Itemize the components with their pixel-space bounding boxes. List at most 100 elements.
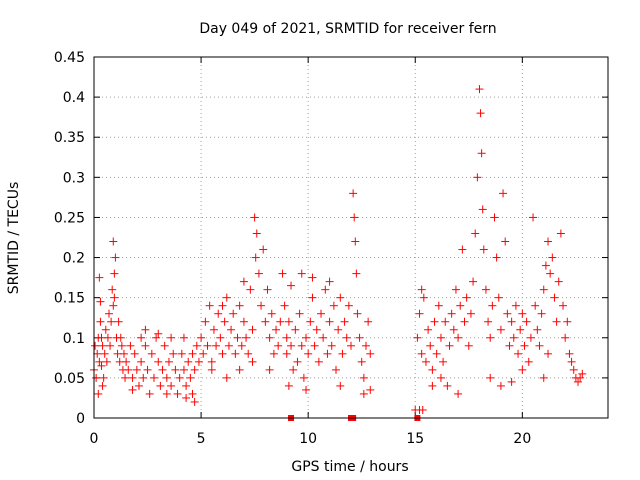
data-point [554, 277, 563, 286]
data-point [344, 301, 353, 310]
data-point [114, 317, 123, 326]
data-point [154, 329, 163, 338]
data-point [511, 301, 520, 310]
data-point [329, 301, 338, 310]
data-point [336, 293, 345, 302]
data-point [239, 277, 248, 286]
data-point [233, 333, 242, 342]
data-point [424, 325, 433, 334]
data-point [415, 309, 424, 318]
data-point [544, 237, 553, 246]
data-point [496, 325, 505, 334]
data-point [98, 341, 107, 350]
data-point [186, 373, 195, 382]
data-point [137, 357, 146, 366]
data-point [531, 301, 540, 310]
data-point [299, 373, 308, 382]
data-point [302, 385, 311, 394]
data-point [147, 349, 156, 358]
data-point [548, 253, 557, 262]
data-point [220, 317, 229, 326]
data-point [250, 213, 259, 222]
data-point [327, 341, 336, 350]
data-point [447, 309, 456, 318]
data-point [481, 285, 490, 294]
data-point [499, 189, 508, 198]
data-point [308, 293, 317, 302]
data-point [212, 341, 221, 350]
data-point [276, 317, 285, 326]
data-point [124, 365, 133, 374]
data-point [567, 357, 576, 366]
data-point [229, 309, 238, 318]
data-point [95, 273, 104, 282]
data-point [486, 333, 495, 342]
data-point [214, 309, 223, 318]
data-point [336, 381, 345, 390]
data-point [308, 273, 317, 282]
data-point [342, 333, 351, 342]
data-point [92, 373, 101, 382]
data-point [94, 389, 103, 398]
data-point [101, 325, 110, 334]
data-point [239, 317, 248, 326]
data-point [312, 325, 321, 334]
data-point [352, 269, 361, 278]
data-point [359, 389, 368, 398]
data-point [507, 317, 516, 326]
data-point [130, 349, 139, 358]
data-point [158, 365, 167, 374]
data-point [552, 317, 561, 326]
data-point [259, 245, 268, 254]
data-point [132, 365, 141, 374]
data-point [464, 341, 473, 350]
data-point [252, 229, 261, 238]
y-tick-label: 0.35 [54, 130, 85, 146]
data-point [109, 237, 118, 246]
data-point [263, 285, 272, 294]
data-point [302, 333, 311, 342]
data-point [418, 405, 427, 414]
data-point [417, 285, 426, 294]
data-point [162, 389, 171, 398]
data-point [569, 365, 578, 374]
data-point [449, 325, 458, 334]
data-point [544, 349, 553, 358]
data-point [428, 365, 437, 374]
data-point [516, 325, 525, 334]
data-point [537, 309, 546, 318]
data-point [539, 285, 548, 294]
data-point [110, 293, 119, 302]
data-point [505, 341, 514, 350]
data-point [188, 349, 197, 358]
data-point [152, 333, 161, 342]
data-point [490, 213, 499, 222]
data-point [139, 373, 148, 382]
data-point [128, 385, 137, 394]
data-point [514, 349, 523, 358]
data-point [244, 349, 253, 358]
data-point [97, 361, 106, 370]
data-point [364, 317, 373, 326]
data-point [503, 309, 512, 318]
data-point [421, 357, 430, 366]
data-point [235, 301, 244, 310]
data-point [347, 341, 355, 350]
data-point [293, 357, 302, 366]
data-point [231, 349, 240, 358]
data-point [207, 357, 216, 366]
data-point [128, 373, 137, 382]
data-point [518, 309, 527, 318]
data-point [134, 381, 143, 390]
data-point [207, 365, 216, 374]
data-point [122, 357, 131, 366]
data-point [154, 357, 163, 366]
data-point [251, 253, 260, 262]
data-point [192, 341, 201, 350]
data-point [98, 381, 107, 390]
data-point [254, 269, 263, 278]
data-point [366, 385, 375, 394]
data-point [417, 349, 426, 358]
data-point [361, 341, 370, 350]
data-point [265, 365, 274, 374]
